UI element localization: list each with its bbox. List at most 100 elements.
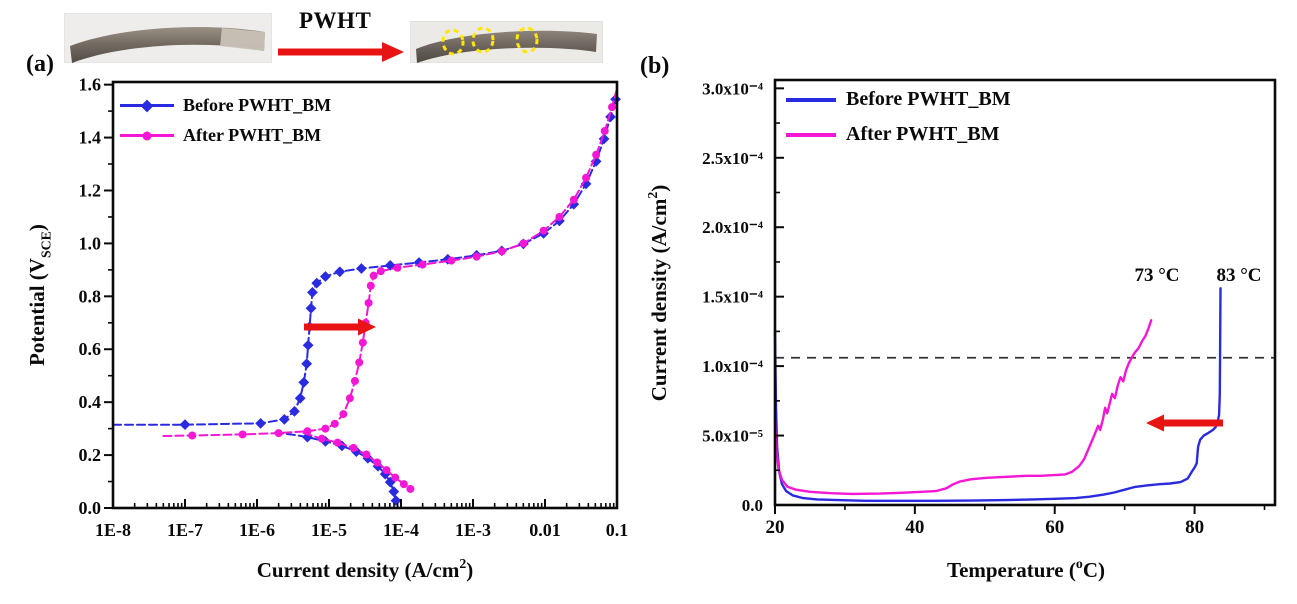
data-marker xyxy=(399,480,408,489)
legend-line-swatch xyxy=(120,131,174,140)
circle-marker-icon xyxy=(142,131,152,140)
data-marker xyxy=(569,195,578,204)
panel-label-b: (b) xyxy=(640,53,670,79)
data-marker xyxy=(497,247,506,256)
y-tick-label: 1.5x10⁻⁴ xyxy=(702,288,763,307)
x-tick-label: 1E-3 xyxy=(455,520,491,540)
x-tick-label: 0.1 xyxy=(606,520,629,540)
y-tick-label: 2.5x10⁻⁴ xyxy=(702,149,763,168)
red-arrowhead-icon xyxy=(382,42,404,62)
data-marker xyxy=(390,495,402,506)
data-marker xyxy=(362,450,371,459)
data-marker xyxy=(274,429,283,438)
data-marker xyxy=(345,394,354,403)
series-line-b-0 xyxy=(773,287,1222,502)
data-marker xyxy=(391,473,400,482)
data-marker xyxy=(330,419,339,428)
sample-photo-before xyxy=(64,13,272,63)
data-marker xyxy=(555,212,564,221)
data-marker xyxy=(472,252,481,261)
data-marker xyxy=(278,413,290,425)
data-marker xyxy=(607,103,616,112)
legend-item-after-pwht: After PWHT_BM xyxy=(120,125,331,146)
data-marker xyxy=(376,267,385,276)
data-marker xyxy=(382,466,391,475)
data-marker xyxy=(298,376,310,388)
legend-item-before-pwht: Before PWHT_BM xyxy=(120,95,331,116)
x-tick-label: 1E-5 xyxy=(311,520,347,540)
x-tick-label: 1E-8 xyxy=(95,520,131,540)
data-marker xyxy=(366,281,375,290)
y-tick-label: 2.0x10⁻⁴ xyxy=(702,218,763,237)
y-tick-label: 0.0 xyxy=(79,498,102,518)
metal-strip xyxy=(70,26,265,63)
y-tick-label: 0.8 xyxy=(79,286,102,306)
legend-chart-a: Before PWHT_BM After PWHT_BM xyxy=(120,95,331,146)
sample-photo-after xyxy=(410,21,603,63)
legend-chart-b: Before PWHT_BM After PWHT_BM xyxy=(786,88,1011,146)
diamond-marker-icon xyxy=(140,99,154,112)
legend-line-swatch xyxy=(786,132,836,137)
data-marker xyxy=(350,376,359,385)
red-arrowhead-icon xyxy=(358,318,376,336)
data-marker xyxy=(307,286,318,298)
x-tick-label: 60 xyxy=(1045,517,1064,538)
y-tick-label: 1.6 xyxy=(79,75,102,95)
y-tick-label: 3.0x10⁻⁴ xyxy=(702,79,763,98)
data-marker xyxy=(406,484,415,493)
data-marker xyxy=(582,173,591,182)
data-marker xyxy=(373,458,382,467)
red-arrowhead-icon xyxy=(1146,414,1164,432)
legend-label: After PWHT_BM xyxy=(846,123,1000,145)
annotation-label: 73 °C xyxy=(1134,265,1179,286)
data-marker xyxy=(179,419,191,431)
data-marker xyxy=(305,302,317,314)
data-marker xyxy=(364,298,373,307)
data-marker xyxy=(317,434,326,443)
legend-item-after-pwht: After PWHT_BM xyxy=(786,123,1011,146)
data-marker xyxy=(355,358,364,367)
x-tick-label: 1E-6 xyxy=(239,520,275,540)
y-tick-label: 0.6 xyxy=(79,339,102,359)
x-axis-title: Temperature (oC) xyxy=(947,556,1105,582)
plot-border xyxy=(111,80,619,510)
data-marker xyxy=(294,392,306,404)
data-marker xyxy=(356,263,367,274)
legend-label: After PWHT_BM xyxy=(183,125,322,145)
data-marker xyxy=(539,226,548,235)
data-marker xyxy=(600,126,609,135)
data-marker xyxy=(592,150,601,159)
series-line-a-1 xyxy=(302,432,412,490)
data-marker xyxy=(333,438,342,447)
data-marker xyxy=(301,358,313,370)
pit-marker-circles-icon xyxy=(441,26,539,56)
legend-line-swatch xyxy=(120,99,174,112)
data-marker xyxy=(238,430,247,439)
data-marker xyxy=(302,339,314,351)
data-marker xyxy=(388,486,400,497)
x-tick-label: 1E-7 xyxy=(167,520,203,540)
y-tick-label: 1.0x10⁻⁴ xyxy=(702,357,763,376)
y-tick-label: 1.2 xyxy=(79,180,102,200)
y-tick-label: 0.4 xyxy=(79,392,102,412)
legend-label: Before PWHT_BM xyxy=(846,88,1011,110)
data-marker xyxy=(349,443,358,452)
legend-item-before-pwht: Before PWHT_BM xyxy=(786,88,1011,111)
x-axis-title: Current density (A/cm2) xyxy=(257,556,474,582)
data-marker xyxy=(447,256,456,265)
y-tick-label: 1.0 xyxy=(79,233,102,253)
x-tick-label: 80 xyxy=(1185,517,1204,538)
y-tick-label: 1.4 xyxy=(79,128,102,148)
x-tick-label: 40 xyxy=(905,517,924,538)
data-marker xyxy=(334,266,346,278)
data-marker xyxy=(311,277,323,289)
panel-label-a: (a) xyxy=(26,51,54,77)
legend-label: Before PWHT_BM xyxy=(183,95,332,115)
data-marker xyxy=(418,260,427,269)
data-marker xyxy=(339,410,348,419)
data-marker xyxy=(519,239,528,248)
pwht-label: PWHT xyxy=(299,8,372,33)
series-line-b-1 xyxy=(773,319,1153,496)
